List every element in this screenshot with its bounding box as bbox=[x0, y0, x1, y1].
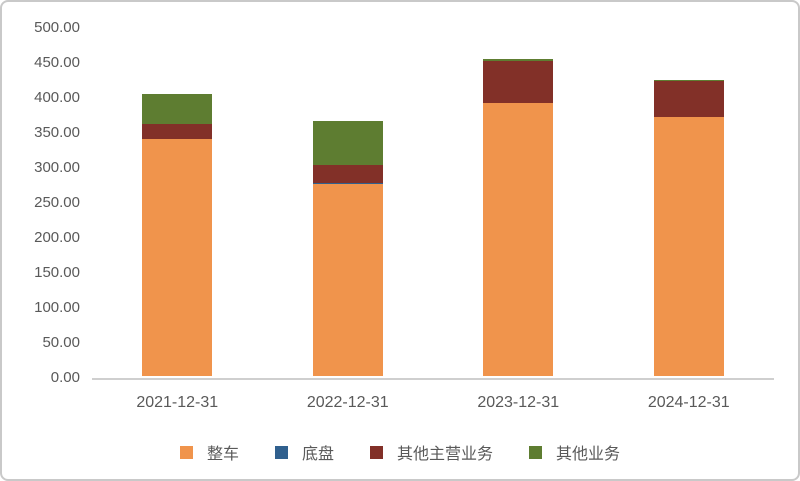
x-axis-label: 2021-12-31 bbox=[136, 394, 219, 411]
legend-label: 其他主营业务 bbox=[397, 446, 494, 463]
bar-segment-series-0 bbox=[653, 117, 724, 376]
bar-segment-series-0 bbox=[312, 183, 383, 376]
bar-segment-series-3 bbox=[142, 93, 213, 124]
legend-swatch-icon bbox=[179, 445, 193, 459]
y-axis-tick-label: 200.00 bbox=[34, 229, 80, 246]
legend-label: 底盘 bbox=[301, 446, 334, 463]
legend-label: 整车 bbox=[206, 446, 239, 463]
bar-segment-series-2 bbox=[142, 123, 213, 140]
x-axis-label: 2024-12-31 bbox=[647, 394, 730, 411]
bar-segment-series-3 bbox=[312, 120, 383, 165]
legend-item-series-1: 底盘 bbox=[274, 440, 334, 464]
bar-segment-series-2 bbox=[312, 164, 383, 184]
legend-swatch-icon bbox=[370, 445, 383, 459]
bar-2022-12-31 bbox=[312, 120, 383, 376]
y-axis-tick-label: 50.00 bbox=[42, 334, 80, 351]
legend-swatch-icon bbox=[529, 445, 543, 459]
legend-label: 其他业务 bbox=[556, 446, 621, 463]
y-axis-tick-label: 450.00 bbox=[34, 54, 80, 71]
x-axis-label: 2023-12-31 bbox=[477, 394, 560, 411]
legend-swatch-icon bbox=[274, 445, 288, 459]
y-axis-tick-label: 100.00 bbox=[34, 299, 80, 316]
bar-2024-12-31 bbox=[653, 79, 724, 376]
y-axis-tick-label: 300.00 bbox=[34, 159, 80, 176]
bar-segment-series-0 bbox=[483, 103, 554, 376]
bar-segment-series-3 bbox=[653, 79, 724, 81]
y-axis-tick-label: 350.00 bbox=[34, 124, 80, 141]
y-axis-tick-label: 0.00 bbox=[50, 369, 80, 386]
bar-segment-series-2 bbox=[483, 60, 554, 103]
y-axis-tick-label: 400.00 bbox=[34, 89, 80, 106]
legend-item-series-2: 其他主营业务 bbox=[370, 440, 493, 464]
x-axis-label: 2022-12-31 bbox=[306, 394, 389, 411]
y-axis-tick-label: 500.00 bbox=[34, 19, 80, 36]
bar-2021-12-31 bbox=[142, 93, 213, 376]
x-axis-line bbox=[92, 378, 774, 380]
legend-item-series-0: 整车 bbox=[179, 440, 239, 464]
legend-item-series-3: 其他业务 bbox=[529, 440, 620, 464]
bar-segment-series-3 bbox=[483, 59, 554, 61]
bar-2023-12-31 bbox=[483, 59, 554, 376]
y-axis-tick-label: 250.00 bbox=[34, 194, 80, 211]
y-axis-tick-label: 150.00 bbox=[34, 264, 80, 281]
bar-segment-series-2 bbox=[653, 80, 724, 117]
bar-segment-series-0 bbox=[142, 139, 213, 376]
legend: 整车 底盘 其他主营业务 其他业务 bbox=[2, 440, 798, 464]
